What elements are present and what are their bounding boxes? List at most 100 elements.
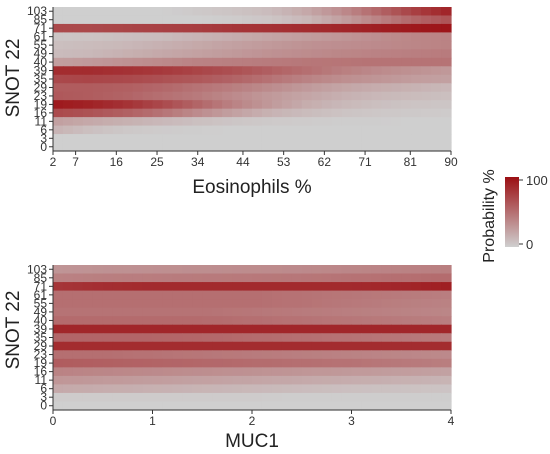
heatmap-cell (291, 23, 303, 34)
heatmap-cell (311, 282, 323, 292)
heatmap-cell (291, 307, 303, 317)
heatmap-cell (421, 273, 432, 283)
heatmap-cell (341, 23, 353, 34)
heatmap-cell (441, 350, 452, 360)
heatmap-cell (53, 307, 64, 317)
heatmap-cell (92, 333, 104, 343)
heatmap-cell (232, 74, 243, 84)
heatmap-cell (182, 299, 193, 309)
heatmap-cell (122, 49, 134, 59)
heatmap-cell (122, 125, 134, 135)
heatmap-cell (62, 282, 74, 292)
heatmap-cell (441, 125, 452, 135)
heatmap-cell (232, 100, 243, 110)
heatmap-cell (182, 401, 193, 411)
heatmap-cell (192, 108, 203, 118)
heatmap-cell (411, 392, 422, 403)
heatmap-cell (72, 333, 84, 343)
heatmap-cell (132, 125, 144, 135)
heatmap-cell (252, 66, 263, 76)
heatmap-cell (222, 40, 233, 50)
heatmap-cell (261, 282, 273, 292)
heatmap-cell (281, 282, 293, 292)
heatmap-cell (311, 401, 323, 411)
heatmap-cell (361, 375, 372, 386)
heatmap-cell (82, 91, 94, 101)
heatmap-cell (212, 358, 223, 368)
heatmap-cell (222, 282, 233, 292)
heatmap-cell (371, 7, 382, 17)
heatmap-cell (72, 117, 84, 127)
heatmap-cell (351, 299, 363, 309)
x-axis-label-muc1: MUC1 (225, 431, 279, 452)
heatmap-cell (411, 74, 422, 84)
heatmap-cell (361, 307, 372, 317)
heatmap-cell (391, 15, 402, 25)
heatmap-cell (112, 100, 124, 110)
heatmap-cell (291, 142, 303, 152)
heatmap-cell (331, 7, 343, 17)
heatmap-cell (361, 324, 372, 334)
heatmap-cell (371, 350, 382, 360)
heatmap-cell (361, 49, 372, 59)
heatmap-cell (112, 358, 124, 368)
heatmap-cell (122, 290, 134, 300)
y-tick-label: 0 (40, 399, 47, 413)
heatmap-cell (411, 91, 422, 101)
heatmap-cell (72, 32, 84, 42)
heatmap-cell (162, 23, 173, 34)
heatmap-cell (271, 401, 283, 411)
heatmap-cell (182, 142, 193, 152)
heatmap-cell (252, 57, 263, 67)
heatmap-cell (102, 265, 114, 275)
heatmap-cell (291, 15, 303, 25)
heatmap-cell (291, 83, 303, 93)
heatmap-cell (381, 307, 392, 317)
heatmap-cell (331, 66, 343, 76)
heatmap-cell (212, 290, 223, 300)
heatmap-cell (391, 125, 402, 135)
heatmap-cell (401, 273, 412, 283)
heatmap-cell (162, 57, 173, 67)
heatmap-cell (182, 392, 193, 403)
heatmap-cell (82, 23, 94, 34)
heatmap-cell (311, 375, 323, 386)
heatmap-cell (182, 384, 193, 394)
heatmap-cell (122, 108, 134, 118)
heatmap-cell (381, 49, 392, 59)
heatmap-cell (182, 358, 193, 368)
heatmap-cell (411, 32, 422, 42)
heatmap-cell (361, 384, 372, 394)
heatmap-cell (401, 358, 412, 368)
y-tick-label: 23 (34, 348, 48, 362)
heatmap-cell (281, 384, 293, 394)
heatmap-cell (232, 265, 243, 275)
y-tick-label: 71 (34, 21, 48, 35)
y-tick-label: 11 (35, 114, 48, 128)
heatmap-cell (192, 392, 203, 403)
heatmap-cell (142, 367, 154, 377)
heatmap-cell (381, 358, 392, 368)
heatmap-cell (132, 282, 144, 292)
heatmap-cell (411, 367, 422, 377)
heatmap-cell (82, 100, 94, 110)
heatmap-cell (431, 384, 442, 394)
heatmap-cell (212, 142, 223, 152)
heatmap-cell (92, 15, 104, 25)
heatmap-cell (291, 117, 303, 127)
heatmap-cell (331, 100, 343, 110)
heatmap-cell (331, 350, 343, 360)
heatmap-cell (172, 282, 183, 292)
heatmap-cell (401, 108, 412, 118)
heatmap-cell (341, 134, 353, 144)
heatmap-cell (142, 125, 154, 135)
heatmap-cell (391, 316, 402, 326)
heatmap-cell (301, 40, 313, 50)
heatmap-cell (261, 15, 273, 25)
heatmap-cell (82, 125, 94, 135)
heatmap-cell (351, 91, 363, 101)
heatmap-cell (62, 324, 74, 334)
heatmap-cell (232, 57, 243, 67)
heatmap-cell (431, 333, 442, 343)
